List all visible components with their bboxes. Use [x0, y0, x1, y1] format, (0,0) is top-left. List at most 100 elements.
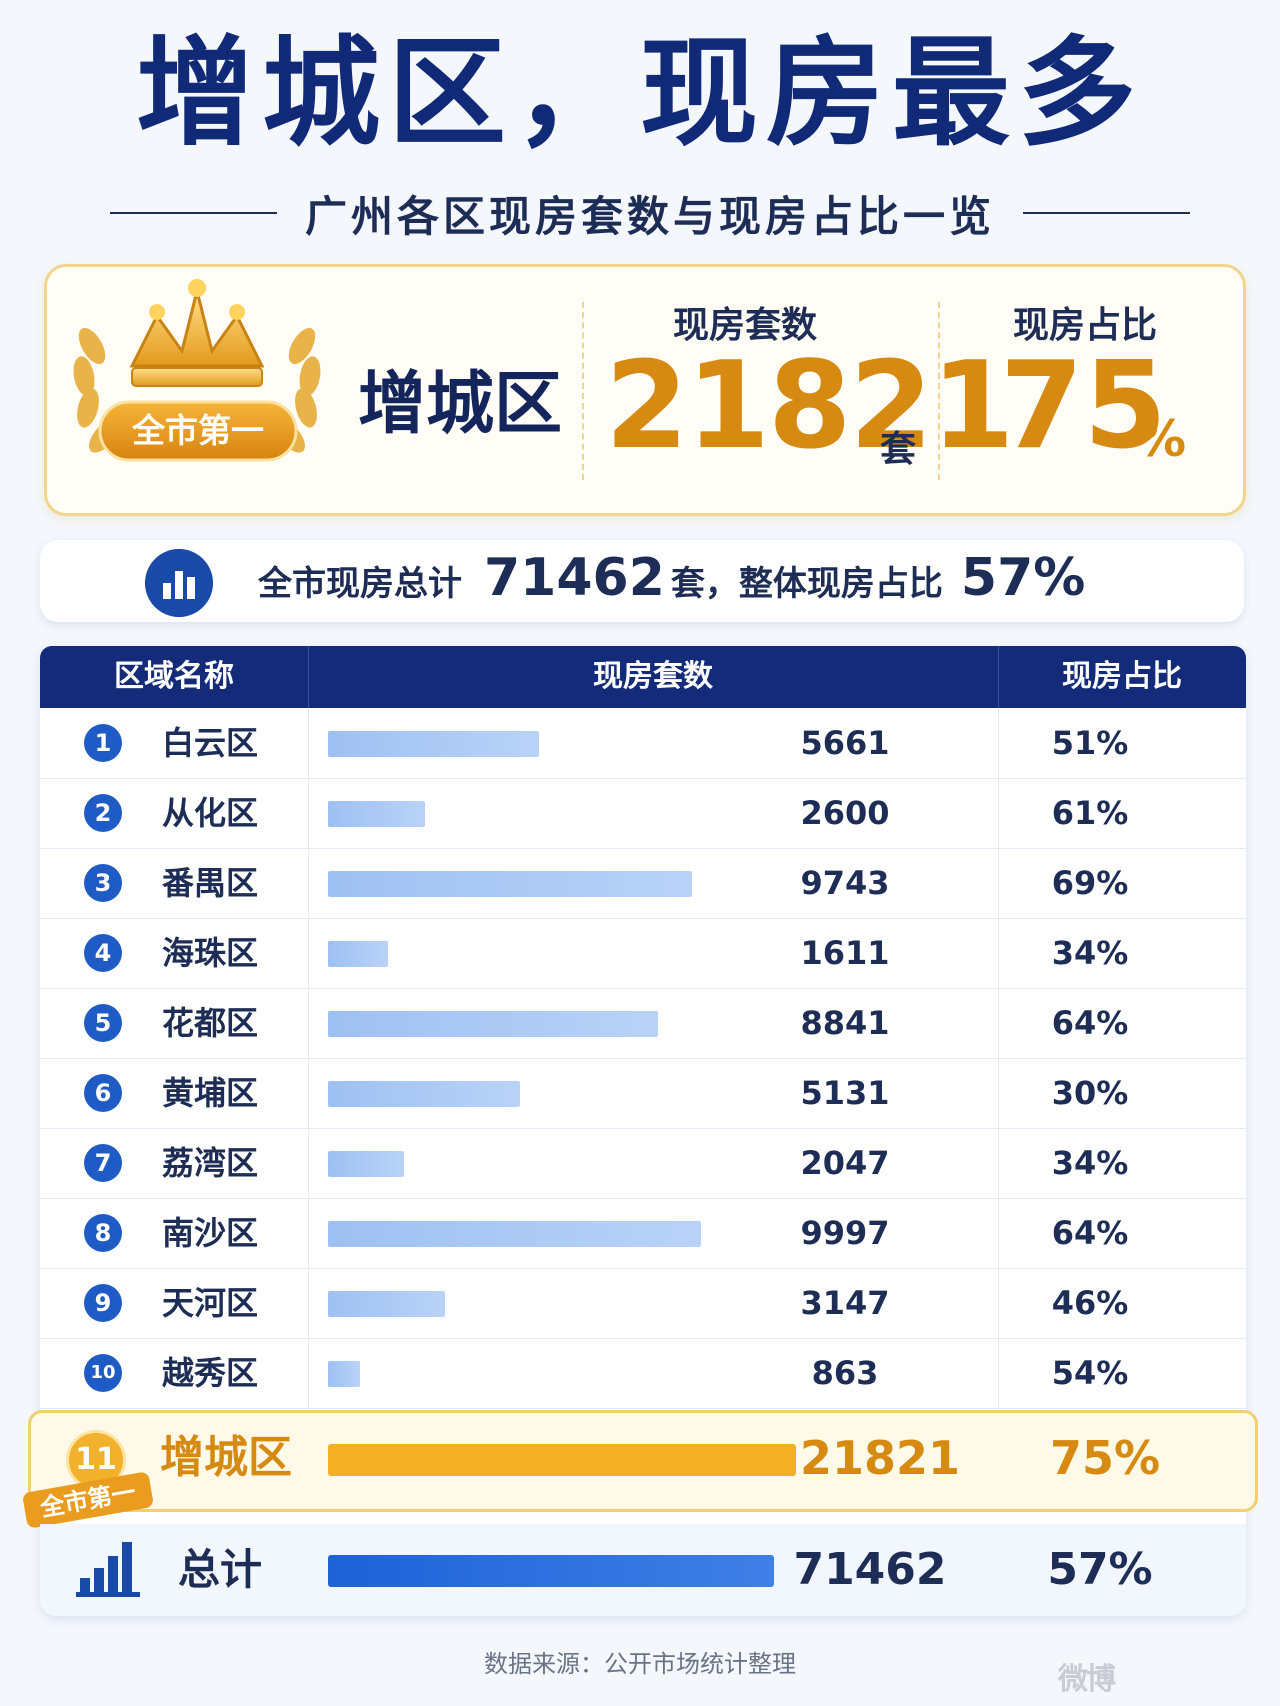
count-bar	[328, 1221, 701, 1247]
district-name: 从化区	[162, 794, 259, 832]
champion-count-label: 现房套数	[672, 305, 817, 346]
subtitle-row: 广州各区现房套数与现房占比一览	[110, 178, 1191, 248]
ratio-value: 51%	[1051, 724, 1129, 762]
column-separator	[998, 1128, 999, 1198]
column-separator	[308, 1058, 309, 1128]
total-label: 总计	[178, 1545, 263, 1594]
table-row: 9 天河区 3147 46%	[40, 1268, 1246, 1339]
district-name: 番禺区	[162, 864, 259, 902]
table-header: 区域名称 现房套数 现房占比	[40, 646, 1246, 708]
rank-badge: 8	[84, 1214, 122, 1252]
header-ratio: 现房占比	[1062, 659, 1182, 694]
district-name: 天河区	[162, 1284, 259, 1322]
highlight-bar	[328, 1444, 796, 1476]
column-separator	[998, 1268, 999, 1338]
count-bar	[328, 1011, 658, 1037]
column-separator	[998, 988, 999, 1058]
count-value: 9997	[800, 1214, 890, 1252]
total-count: 71462	[793, 1544, 947, 1595]
ratio-value: 61%	[1051, 794, 1129, 832]
header-separator	[998, 646, 999, 708]
column-separator	[308, 848, 309, 918]
count-value: 2600	[800, 794, 890, 832]
ratio-value: 34%	[1051, 934, 1129, 972]
header-separator	[308, 646, 309, 708]
card-divider	[938, 302, 940, 480]
district-name: 南沙区	[162, 1214, 259, 1252]
district-name: 荔湾区	[162, 1144, 259, 1182]
champion-ratio-label: 现房占比	[1012, 305, 1157, 346]
column-separator	[308, 778, 309, 848]
column-separator	[998, 778, 999, 848]
city-total-mid: 套，整体现房占比	[670, 564, 943, 604]
table-row: 7 荔湾区 2047 34%	[40, 1128, 1246, 1199]
count-bar	[328, 1361, 360, 1387]
table-row: 2 从化区 2600 61%	[40, 778, 1246, 849]
count-bar	[328, 871, 692, 897]
data-source: 数据来源：公开市场统计整理	[484, 1650, 796, 1678]
ratio-value: 69%	[1051, 864, 1129, 902]
count-value: 2047	[800, 1144, 890, 1182]
column-separator	[308, 918, 309, 988]
bar-chart-icon	[76, 1542, 140, 1597]
column-separator	[998, 708, 999, 778]
city-total-card	[40, 540, 1244, 622]
rank-badge: 3	[84, 864, 122, 902]
table-row: 4 海珠区 1611 34%	[40, 918, 1246, 989]
rank-badge: 10	[84, 1354, 122, 1392]
column-separator	[308, 1128, 309, 1198]
ratio-value: 64%	[1051, 1214, 1129, 1252]
subtitle-rule-left	[110, 212, 277, 214]
district-name: 白云区	[162, 724, 259, 762]
column-separator	[998, 918, 999, 988]
champion-count: 21821	[605, 337, 1014, 476]
table-row: 10 越秀区 863 54%	[40, 1338, 1246, 1409]
table-row: 8 南沙区 9997 64%	[40, 1198, 1246, 1269]
header-district: 区域名称	[114, 659, 234, 694]
column-separator	[998, 1198, 999, 1268]
district-name: 越秀区	[162, 1354, 259, 1392]
subtitle: 广州各区现房套数与现房占比一览	[305, 191, 996, 241]
city-total-count: 71462	[484, 548, 665, 608]
champion-district: 增城区	[358, 365, 563, 444]
table-row: 1 白云区 5661 51%	[40, 708, 1246, 779]
column-separator	[998, 1338, 999, 1408]
rank-badge: 6	[84, 1074, 122, 1112]
subtitle-rule-right	[1023, 212, 1191, 214]
rank-badge: 4	[84, 934, 122, 972]
watermark: 微博	[1058, 1662, 1116, 1697]
rank-badge: 9	[84, 1284, 122, 1322]
ratio-value: 34%	[1051, 1144, 1129, 1182]
count-bar	[328, 1291, 445, 1317]
champion-card	[44, 264, 1246, 516]
city-total-line: 全市现房总计 71462 套，整体现房占比 57%	[258, 548, 1085, 614]
ratio-value: 46%	[1051, 1284, 1129, 1322]
page-title: 增城区，现房最多	[135, 24, 1144, 162]
column-separator	[308, 1268, 309, 1338]
header-count: 现房套数	[593, 659, 713, 694]
count-value: 3147	[800, 1284, 890, 1322]
card-divider	[582, 302, 584, 480]
champion-ratio-unit: %	[1136, 410, 1187, 468]
total-ratio: 57%	[1047, 1544, 1153, 1595]
count-bar	[328, 801, 425, 827]
highlight-count: 21821	[800, 1431, 961, 1485]
table-row: 6 黄埔区 5131 30%	[40, 1058, 1246, 1129]
champion-count-unit: 套	[880, 429, 917, 470]
ratio-value: 30%	[1051, 1074, 1129, 1112]
count-bar	[328, 941, 388, 967]
count-bar	[328, 731, 539, 757]
column-separator	[308, 708, 309, 778]
district-name: 花都区	[162, 1004, 259, 1042]
rank-badge: 7	[84, 1144, 122, 1182]
district-name: 海珠区	[162, 934, 259, 972]
count-value: 8841	[800, 1004, 890, 1042]
count-value: 9743	[800, 864, 890, 902]
rank-badge: 5	[84, 1004, 122, 1042]
count-bar	[328, 1081, 520, 1107]
count-value: 5131	[800, 1074, 890, 1112]
highlight-ratio: 75%	[1049, 1431, 1161, 1485]
champion-ratio: 75	[1000, 337, 1167, 476]
city-total-prefix: 全市现房总计	[258, 564, 462, 604]
city-total-ratio: 57%	[960, 548, 1086, 608]
